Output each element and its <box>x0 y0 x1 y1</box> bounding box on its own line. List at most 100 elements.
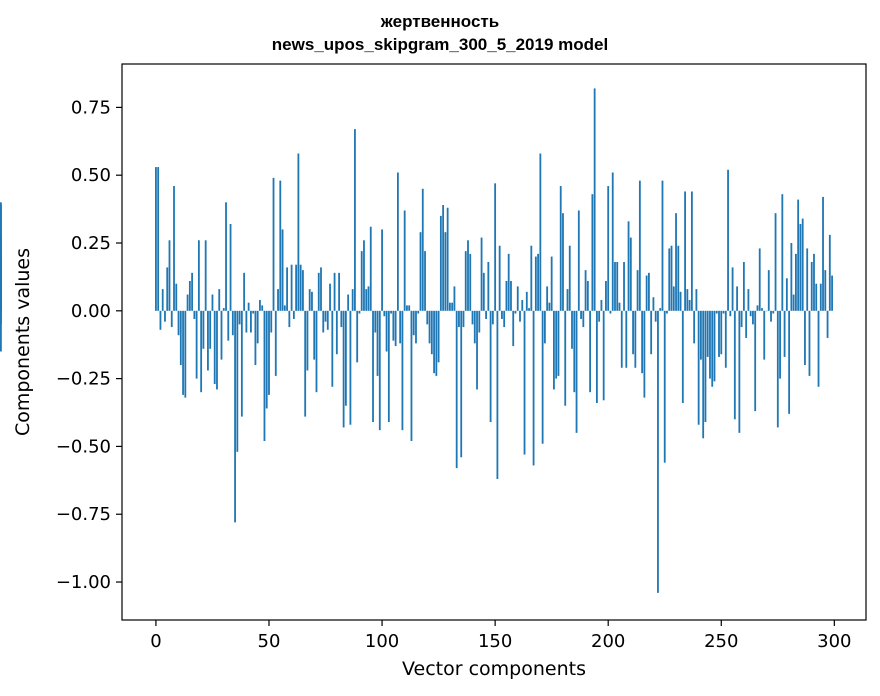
bar <box>776 310 779 428</box>
bar <box>238 310 241 325</box>
x-tick-label: 0 <box>150 631 161 652</box>
bar <box>702 310 705 439</box>
bar <box>261 305 264 311</box>
bar <box>396 172 399 311</box>
bar <box>648 272 650 311</box>
bar <box>159 310 162 330</box>
bar <box>424 251 426 311</box>
bar <box>338 272 340 311</box>
bar <box>430 310 433 355</box>
bar <box>252 310 255 314</box>
bar <box>428 310 431 344</box>
bar <box>824 270 827 311</box>
bar <box>623 261 625 311</box>
bar <box>351 289 354 311</box>
bar <box>247 302 250 311</box>
bar <box>399 310 402 344</box>
bar <box>817 310 820 387</box>
bar <box>331 310 334 387</box>
bar <box>157 167 160 311</box>
bar <box>256 310 259 344</box>
bar <box>792 294 795 311</box>
bar <box>234 310 236 523</box>
bar <box>627 221 630 311</box>
bar <box>236 310 239 452</box>
bar <box>193 310 196 319</box>
bar <box>290 264 293 311</box>
bar <box>435 310 438 376</box>
bar <box>718 310 720 357</box>
bar <box>494 183 497 311</box>
bar <box>358 310 361 314</box>
y-axis-ticks: 0.75 0.50 0.25 0.00 −0.25 −0.50 −0.75 −1.00 <box>56 97 122 593</box>
bar <box>449 302 451 311</box>
bar <box>0 310 2 352</box>
bar <box>322 310 325 333</box>
bar <box>724 310 727 368</box>
bar <box>390 310 393 314</box>
bar <box>695 289 698 311</box>
bar <box>263 310 266 441</box>
bar <box>286 267 288 311</box>
bar <box>467 240 469 311</box>
bar <box>611 172 614 311</box>
bar <box>528 308 530 311</box>
bar <box>213 310 216 385</box>
bar <box>557 310 560 376</box>
y-tick-label: 0.00 <box>71 301 111 322</box>
bar <box>453 286 456 311</box>
bar <box>394 310 397 347</box>
bar <box>711 310 714 387</box>
bar <box>548 302 551 311</box>
bar <box>476 310 478 390</box>
bar <box>426 310 429 325</box>
bar <box>170 310 173 328</box>
bar <box>813 253 815 311</box>
bar <box>510 280 512 311</box>
bar <box>516 286 519 311</box>
bar <box>250 310 252 333</box>
bar <box>788 310 791 414</box>
bar <box>503 310 506 328</box>
bar <box>654 310 657 322</box>
bar <box>650 310 653 355</box>
bar <box>634 310 637 368</box>
bar <box>822 196 824 311</box>
bar <box>478 310 481 333</box>
x-tick-label: 300 <box>817 631 851 652</box>
bar <box>220 310 223 360</box>
bar <box>283 305 286 311</box>
bar <box>491 310 494 325</box>
bar <box>367 286 370 311</box>
bar <box>736 286 739 311</box>
bar <box>308 289 311 311</box>
bar <box>686 289 689 311</box>
bar <box>659 308 662 311</box>
bar <box>406 305 408 311</box>
bar <box>652 297 655 311</box>
bar <box>670 245 673 311</box>
bar <box>320 267 322 311</box>
bar <box>661 180 664 311</box>
bar <box>227 310 230 341</box>
bar <box>614 261 616 311</box>
bar <box>281 229 284 311</box>
bar <box>616 261 619 311</box>
bar <box>713 310 716 382</box>
bar <box>632 310 634 355</box>
bar <box>586 280 589 311</box>
bar <box>306 310 309 371</box>
bar <box>184 310 187 398</box>
bar <box>573 310 576 393</box>
bar <box>740 310 743 328</box>
bar <box>733 310 736 420</box>
bar <box>783 310 786 357</box>
bar <box>363 240 365 311</box>
x-tick-label: 250 <box>704 631 738 652</box>
bar <box>546 286 549 311</box>
bar <box>340 310 343 328</box>
bar <box>378 310 381 431</box>
bar <box>333 272 336 311</box>
bar <box>772 310 775 314</box>
bar <box>356 310 359 363</box>
